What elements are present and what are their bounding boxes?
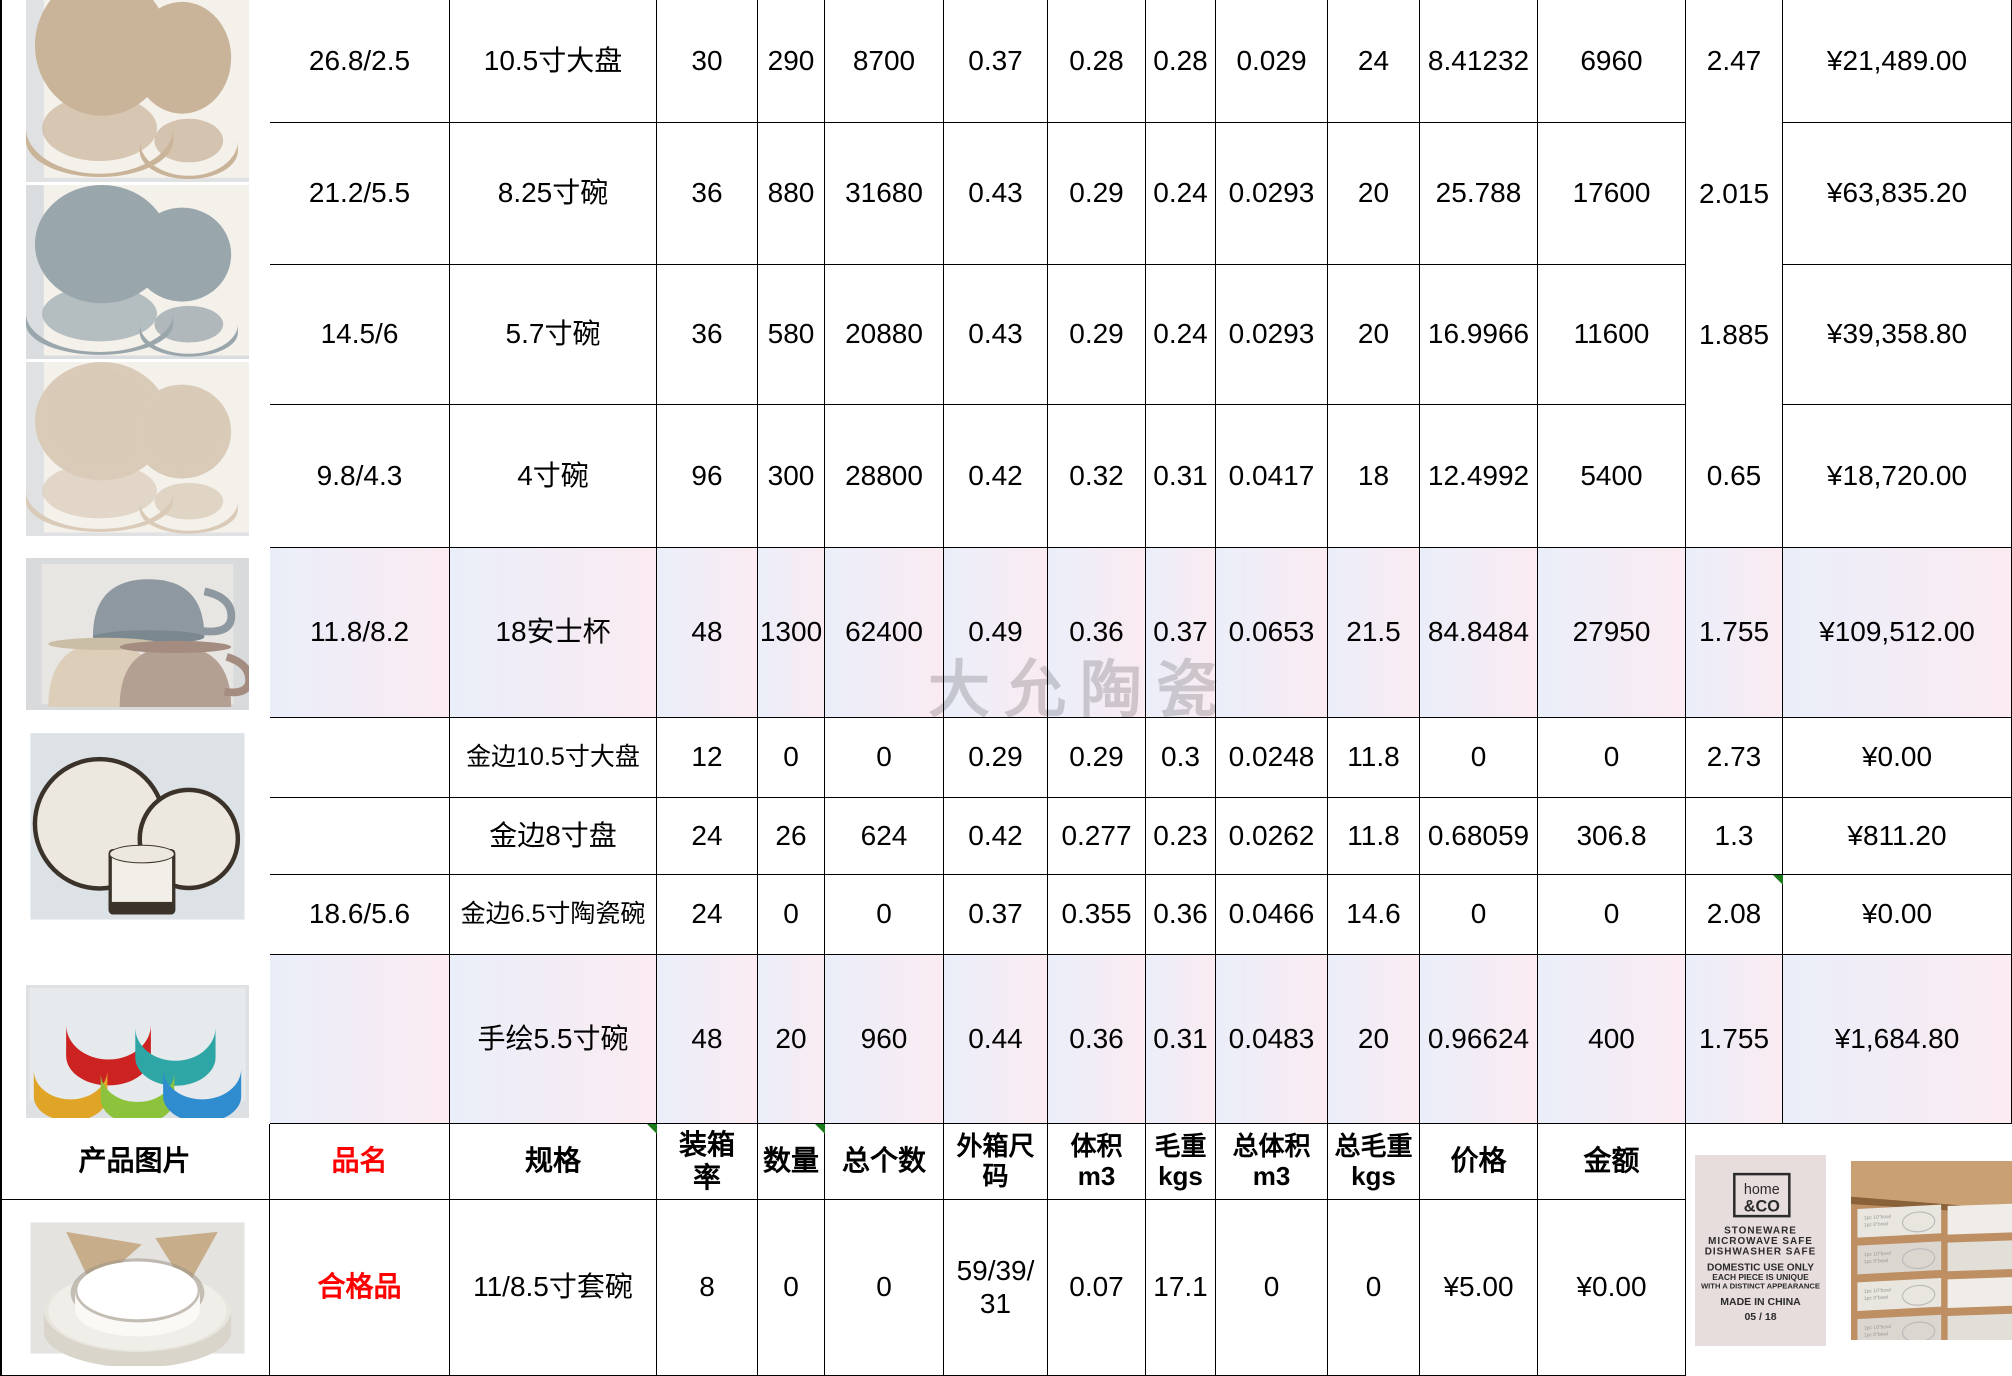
svg-text:1pc 8"bowl: 1pc 8"bowl xyxy=(1864,1295,1888,1302)
svg-text:1pc 8"bowl: 1pc 8"bowl xyxy=(1864,1258,1888,1265)
svg-text:STONEWARE: STONEWARE xyxy=(1724,1225,1797,1236)
svg-text:DISHWASHER SAFE: DISHWASHER SAFE xyxy=(1705,1246,1816,1257)
svg-text:home: home xyxy=(1744,1182,1780,1198)
svg-text:1pc 8"bowl: 1pc 8"bowl xyxy=(1864,1331,1888,1338)
svg-text:MICROWAVE SAFE: MICROWAVE SAFE xyxy=(1708,1236,1813,1247)
svg-text:WITH A DISTINCT APPEARANCE: WITH A DISTINCT APPEARANCE xyxy=(1701,1282,1820,1291)
svg-text:05 / 18: 05 / 18 xyxy=(1744,1311,1776,1323)
svg-text:&CO: &CO xyxy=(1744,1197,1780,1215)
svg-text:1pc 8"bowl: 1pc 8"bowl xyxy=(1864,1221,1888,1228)
svg-text:MADE IN CHINA: MADE IN CHINA xyxy=(1720,1296,1801,1308)
svg-text:EACH PIECE IS UNIQUE: EACH PIECE IS UNIQUE xyxy=(1712,1272,1809,1282)
